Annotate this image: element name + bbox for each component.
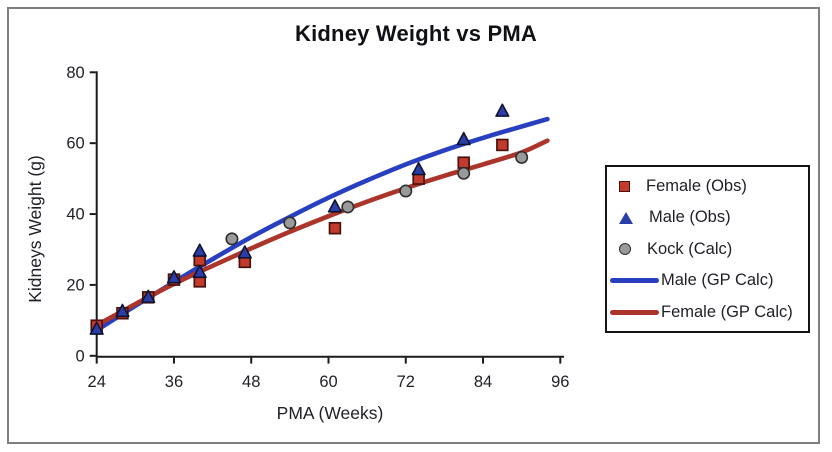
legend-item-male-obs: Male (Obs) (607, 202, 808, 233)
kock-calc-point (515, 150, 529, 164)
x-tick-label: 24 (88, 373, 106, 391)
legend-label: Female (Obs) (646, 176, 747, 195)
y-tick-label: 0 (76, 347, 85, 365)
kock-calc-point (283, 216, 297, 230)
x-tick-label: 36 (165, 373, 183, 391)
axes (89, 71, 564, 364)
male-triangle-marker-icon (619, 211, 633, 224)
y-tick-label: 80 (66, 64, 84, 82)
y-tick-label: 20 (66, 276, 84, 294)
legend-item-female-obs: Female (Obs) (607, 171, 808, 202)
x-tick-label: 96 (551, 373, 569, 391)
legend-label: Male (Obs) (649, 208, 731, 226)
x-tick-label: 72 (397, 373, 415, 391)
kock-calc-point (399, 184, 413, 198)
female-obs-point (496, 138, 509, 152)
male-obs-point (192, 264, 207, 279)
gp-curve-male (94, 116, 550, 333)
male-obs-point (115, 303, 130, 318)
legend-item-kock-calc: Kock (Calc) (607, 234, 808, 265)
legend-box: Female (Obs) Male (Obs) Kock (Calc) Male… (605, 165, 810, 333)
male-obs-point (141, 289, 156, 303)
y-tick-label: 60 (66, 135, 84, 153)
female-obs-point (457, 156, 470, 169)
y-tick-label: 40 (66, 206, 84, 224)
x-axis-title: PMA (Weeks) (276, 403, 384, 423)
x-tick-label: 48 (242, 373, 260, 391)
male-obs-point (456, 131, 471, 146)
male-obs-point (166, 270, 182, 284)
male-obs-point (327, 199, 343, 213)
x-tick-label: 84 (474, 373, 492, 391)
chart-title: Kidney Weight vs PMA (295, 21, 537, 46)
male-obs-point (411, 161, 426, 176)
y-axis-title: Kidneys Weight (g) (25, 155, 45, 303)
gp-curve-female (94, 138, 550, 328)
legend-item-male-gp: Male (GP Calc) (607, 265, 808, 296)
series-kock-calc (225, 150, 529, 246)
kock-calc-point (457, 166, 471, 180)
male-obs-point (89, 321, 104, 335)
kock-calc-point (341, 200, 355, 214)
male-obs-point (192, 243, 207, 257)
legend-label: Kock (Calc) (647, 239, 733, 258)
female-square-marker-icon (619, 180, 630, 192)
female-line-swatch-icon (610, 309, 659, 315)
tick-labels: 0 20 40 60 80 24 36 48 60 72 84 96 (66, 64, 569, 391)
male-obs-point (495, 103, 510, 117)
female-obs-point (328, 221, 342, 235)
legend-label: Male (GP Calc) (661, 271, 774, 289)
series-male-obs (89, 103, 510, 335)
legend-label: Female (GP Calc) (661, 302, 793, 321)
male-obs-point (237, 245, 252, 259)
legend-item-female-gp: Female (GP Calc) (607, 297, 808, 328)
male-line-swatch-icon (610, 278, 659, 283)
x-tick-label: 60 (319, 373, 337, 391)
kock-calc-point (225, 232, 239, 246)
kock-circle-marker-icon (619, 243, 631, 255)
